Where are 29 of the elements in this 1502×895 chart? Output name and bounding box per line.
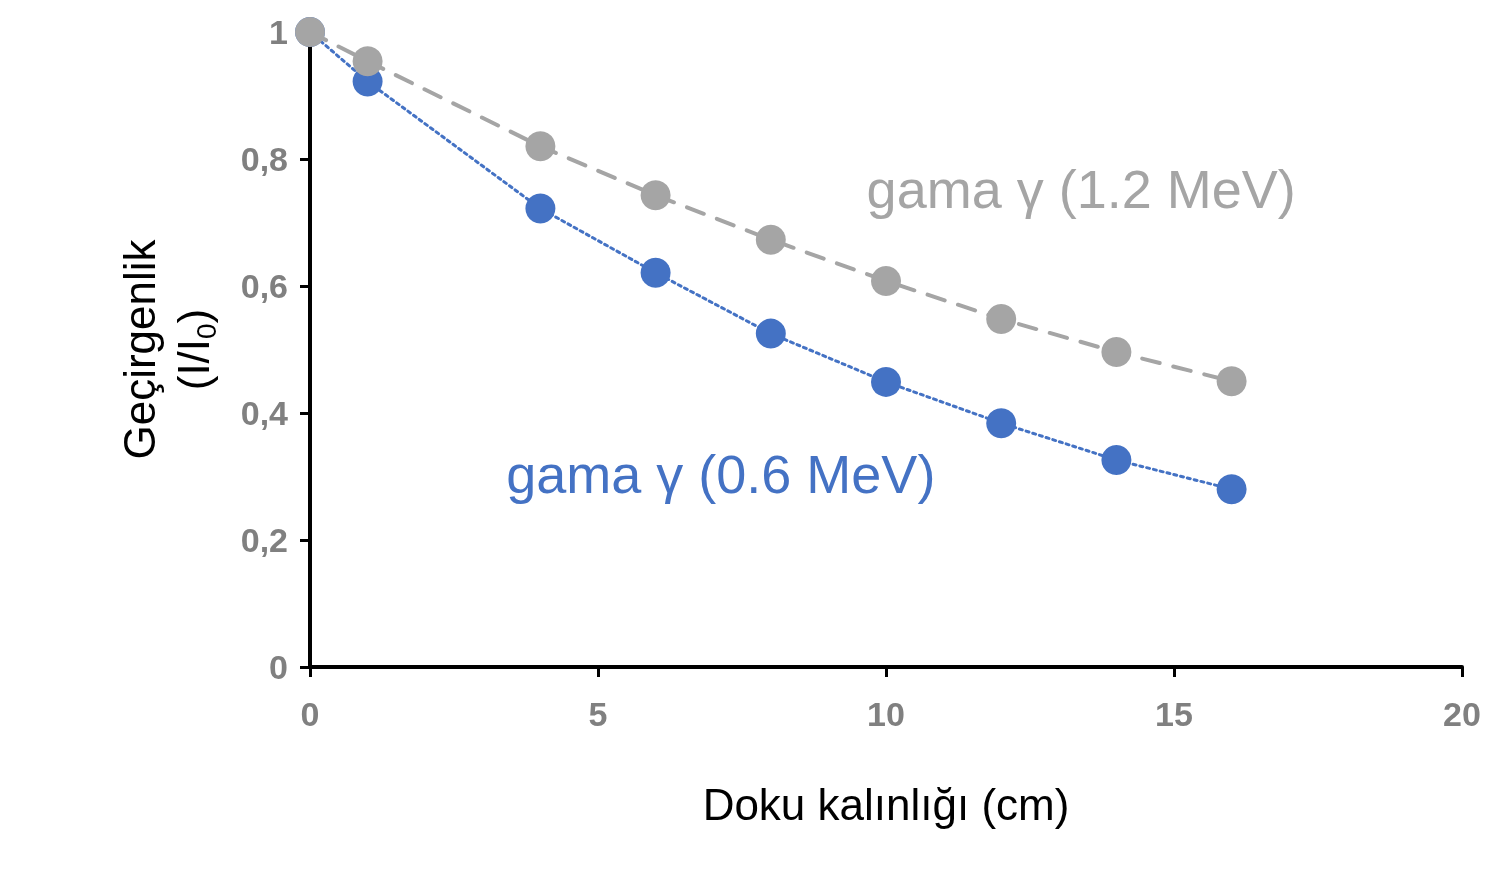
y-tick-label: 0,8: [240, 140, 288, 178]
series-label: gama γ (1.2 MeV): [866, 159, 1296, 220]
point: [640, 180, 671, 211]
point: [986, 408, 1017, 439]
series-label: gama γ (0.6 MeV): [506, 443, 936, 504]
y-tick-label: 0,2: [240, 521, 288, 559]
x-tick-label: 20: [1443, 695, 1481, 733]
point: [755, 318, 786, 349]
point: [352, 46, 383, 77]
x-tick-label: 0: [300, 695, 320, 733]
point: [871, 366, 901, 397]
y-tick-label: 0,6: [240, 267, 288, 305]
x-tick-label: 5: [588, 695, 608, 733]
point: [986, 304, 1017, 335]
point: [640, 257, 671, 288]
point: [525, 193, 556, 224]
x-axis-title: Doku kalınlığı (cm): [702, 779, 1070, 829]
x-tick-label: 10: [867, 695, 905, 733]
y-tick-label: 0,4: [240, 394, 289, 432]
point: [1216, 474, 1247, 505]
y-tick-label: 1: [269, 13, 288, 51]
x-tick-label: 15: [1155, 695, 1193, 733]
point: [1101, 337, 1132, 368]
point: [1216, 366, 1247, 397]
y-tick-label: 0: [269, 648, 288, 686]
point: [755, 224, 786, 255]
point: [525, 131, 556, 162]
point: [871, 265, 901, 296]
point: [1101, 445, 1132, 475]
